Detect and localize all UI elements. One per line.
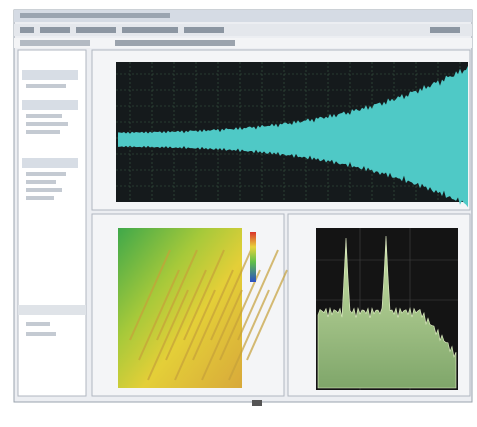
tree-item[interactable] xyxy=(26,130,60,134)
toolbar-button[interactable] xyxy=(40,27,70,33)
tree-item[interactable] xyxy=(26,322,50,326)
tree-item[interactable] xyxy=(26,172,66,176)
tree-header[interactable] xyxy=(22,158,78,168)
screenshot xyxy=(0,0,477,427)
tree-header[interactable] xyxy=(22,70,78,80)
toolbar-button[interactable] xyxy=(122,27,178,33)
page: (() => { const svg = document.querySelec… xyxy=(0,0,477,427)
tab[interactable] xyxy=(115,40,235,46)
colorbar xyxy=(250,232,256,282)
tree-item[interactable] xyxy=(26,332,56,336)
toolbar-button[interactable] xyxy=(184,27,224,33)
tree-item[interactable] xyxy=(26,84,66,88)
tree-item[interactable] xyxy=(26,188,62,192)
tree-item[interactable] xyxy=(26,122,68,126)
axis-label xyxy=(252,400,262,406)
tree-header[interactable] xyxy=(22,100,78,110)
tree-item[interactable] xyxy=(26,180,56,184)
toolbar-button[interactable] xyxy=(20,27,34,33)
toolbar-button[interactable] xyxy=(76,27,116,33)
title-text xyxy=(20,13,170,18)
toolbar-button[interactable] xyxy=(430,27,460,33)
tab[interactable] xyxy=(20,40,90,46)
panel-header xyxy=(18,305,86,315)
tree-item[interactable] xyxy=(26,196,54,200)
tree-item[interactable] xyxy=(26,114,62,118)
